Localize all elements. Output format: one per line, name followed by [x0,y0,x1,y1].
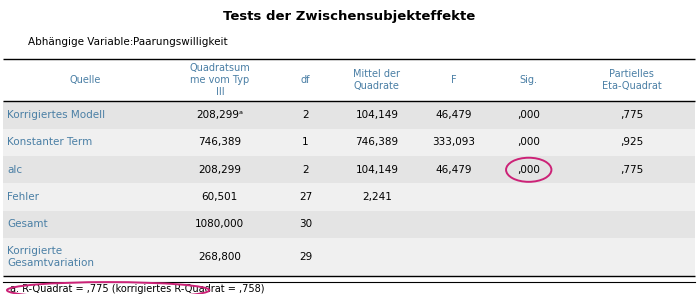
Text: 208,299ᵃ: 208,299ᵃ [196,110,244,120]
Text: 208,299: 208,299 [198,165,242,175]
Text: 29: 29 [299,252,312,262]
Text: 104,149: 104,149 [355,110,399,120]
Text: ,000: ,000 [517,137,540,148]
Text: 268,800: 268,800 [198,252,242,262]
Text: 2: 2 [302,110,309,120]
Text: 1080,000: 1080,000 [195,219,244,230]
Text: ,925: ,925 [620,137,644,148]
Text: Gesamt: Gesamt [7,219,47,230]
Text: ,000: ,000 [517,110,540,120]
Text: 746,389: 746,389 [198,137,242,148]
Text: 2,241: 2,241 [362,192,392,202]
Bar [3,101,695,129]
Bar [3,211,695,238]
Text: 30: 30 [299,219,312,230]
Text: 746,389: 746,389 [355,137,399,148]
Text: alc: alc [7,165,22,175]
Text: Partielles
Eta-Quadrat: Partielles Eta-Quadrat [602,69,662,91]
Bar [3,156,695,183]
Text: Konstanter Term: Konstanter Term [7,137,92,148]
Text: Quadratsum
me vom Typ
III: Quadratsum me vom Typ III [189,63,251,97]
Text: 333,093: 333,093 [432,137,475,148]
Text: Sig.: Sig. [520,75,537,85]
Text: df: df [301,75,310,85]
Text: Tests der Zwischensubjekteffekte: Tests der Zwischensubjekteffekte [223,10,475,23]
Text: 60,501: 60,501 [202,192,238,202]
Text: 1: 1 [302,137,309,148]
Text: ,775: ,775 [620,165,644,175]
Bar [3,238,695,276]
Text: 46,479: 46,479 [436,165,472,175]
Text: ,775: ,775 [620,110,644,120]
Text: F: F [451,75,456,85]
Text: Paarungswilligkeit: Paarungswilligkeit [133,37,228,47]
Text: Quelle: Quelle [70,75,101,85]
Text: Mittel der
Quadrate: Mittel der Quadrate [353,69,401,91]
Text: 104,149: 104,149 [355,165,399,175]
Text: 2: 2 [302,165,309,175]
Text: Fehler: Fehler [7,192,39,202]
Text: 46,479: 46,479 [436,110,472,120]
Text: Korrigiertes Modell: Korrigiertes Modell [7,110,105,120]
Text: ,000: ,000 [517,165,540,175]
Bar [3,183,695,211]
Bar [3,129,695,156]
Text: Abhängige Variable:: Abhängige Variable: [28,37,133,47]
Text: 27: 27 [299,192,312,202]
Text: a. R-Quadrat = ,775 (korrigiertes R-Quadrat = ,758): a. R-Quadrat = ,775 (korrigiertes R-Quad… [10,284,265,294]
Text: Korrigierte
Gesamtvariation: Korrigierte Gesamtvariation [7,246,94,268]
